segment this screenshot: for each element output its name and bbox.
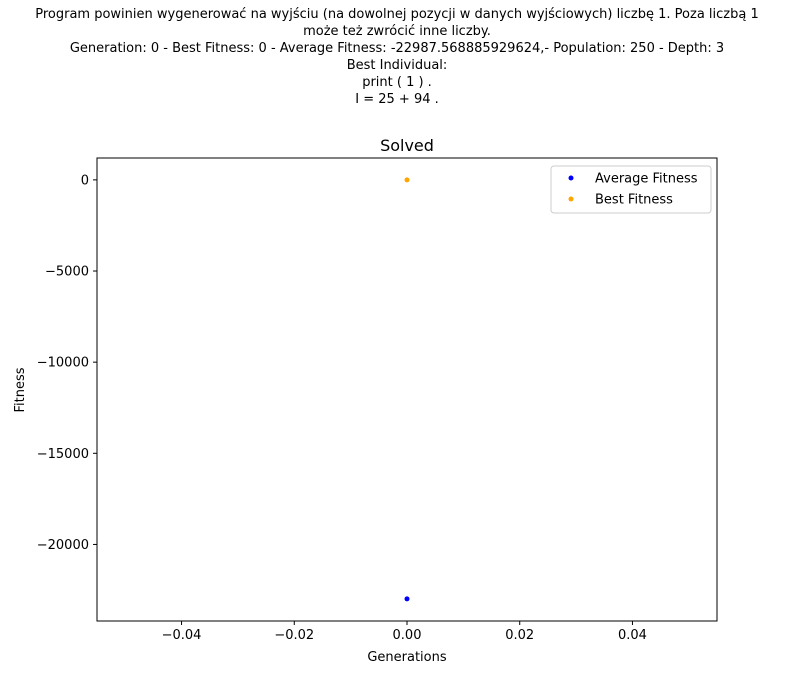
x-axis: −0.04 −0.02 0.00 0.02 0.04 xyxy=(162,621,647,643)
suptitle-line: Best Individual: xyxy=(346,58,448,73)
plot-area-frame xyxy=(96,157,718,622)
data-point xyxy=(404,596,410,602)
legend-label: Best Fitness xyxy=(595,193,673,208)
legend-box xyxy=(550,165,712,214)
legend: Average Fitness Best Fitness xyxy=(550,165,712,214)
legend-marker xyxy=(568,175,574,181)
chart-marks xyxy=(404,177,410,602)
y-tick-label: −10000 xyxy=(37,356,89,371)
chart-title: Solved xyxy=(380,136,434,155)
suptitle-line: I = 25 + 94 . xyxy=(355,92,439,107)
suptitle-line: Generation: 0 - Best Fitness: 0 - Averag… xyxy=(69,41,725,56)
suptitle-line: Program powinien wygenerować na wyjściu … xyxy=(35,7,759,22)
suptitle-line: może też zwrócić inne liczby. xyxy=(303,24,491,39)
y-tick-label: −20000 xyxy=(37,538,89,553)
legend-label: Average Fitness xyxy=(595,172,698,187)
x-tick-label: 0.04 xyxy=(618,628,647,643)
legend-marker xyxy=(568,196,574,202)
figure-suptitle: Program powinien wygenerować na wyjściu … xyxy=(0,6,794,108)
y-axis-label: Fitness xyxy=(13,367,28,412)
x-tick-label: 0.00 xyxy=(393,628,422,643)
x-tick-label: 0.02 xyxy=(505,628,534,643)
x-tick-label: −0.02 xyxy=(274,628,314,643)
suptitle-line: print ( 1 ) . xyxy=(362,75,432,90)
x-tick-label: −0.04 xyxy=(162,628,202,643)
x-axis-label: Generations xyxy=(367,650,447,665)
y-axis: 0 −5000 −10000 −15000 −20000 xyxy=(37,173,97,553)
data-point xyxy=(404,177,410,183)
y-tick-label: −5000 xyxy=(45,265,89,280)
y-tick-label: −15000 xyxy=(37,447,89,462)
y-tick-label: 0 xyxy=(81,173,89,188)
